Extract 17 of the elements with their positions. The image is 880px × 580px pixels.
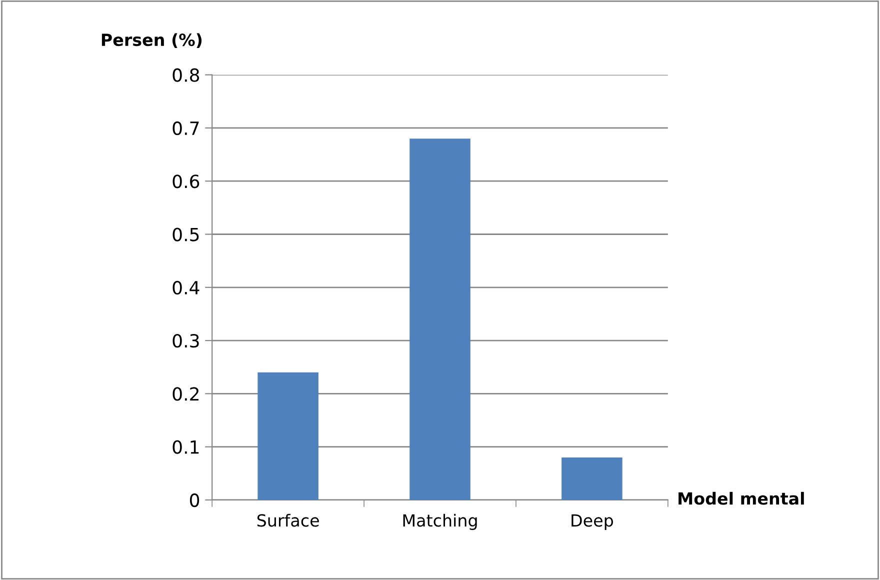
y-tick-label: 0.7: [172, 121, 199, 136]
x-tick-label: Deep: [572, 514, 613, 530]
x-tick-label: Surface: [257, 514, 319, 527]
y-tick-label: 0.3: [172, 334, 199, 348]
bar: [258, 372, 318, 500]
y-tick-label: 0.8: [172, 68, 200, 82]
y-tick-label: 0.4: [172, 280, 200, 295]
y-tick-label: 0.1: [172, 440, 199, 454]
y-tick-label: 0.5: [172, 228, 199, 242]
x-tick-label: Matching: [403, 514, 477, 530]
y-tick-label: 0: [190, 493, 200, 508]
y-tick-label: 0.2: [172, 387, 198, 401]
x-axis-title: Model mental: [678, 492, 804, 505]
bar: [410, 138, 470, 500]
y-tick-label: 0.6: [172, 174, 200, 188]
bar: [562, 457, 622, 500]
y-axis-title: Persen (%): [102, 33, 202, 48]
